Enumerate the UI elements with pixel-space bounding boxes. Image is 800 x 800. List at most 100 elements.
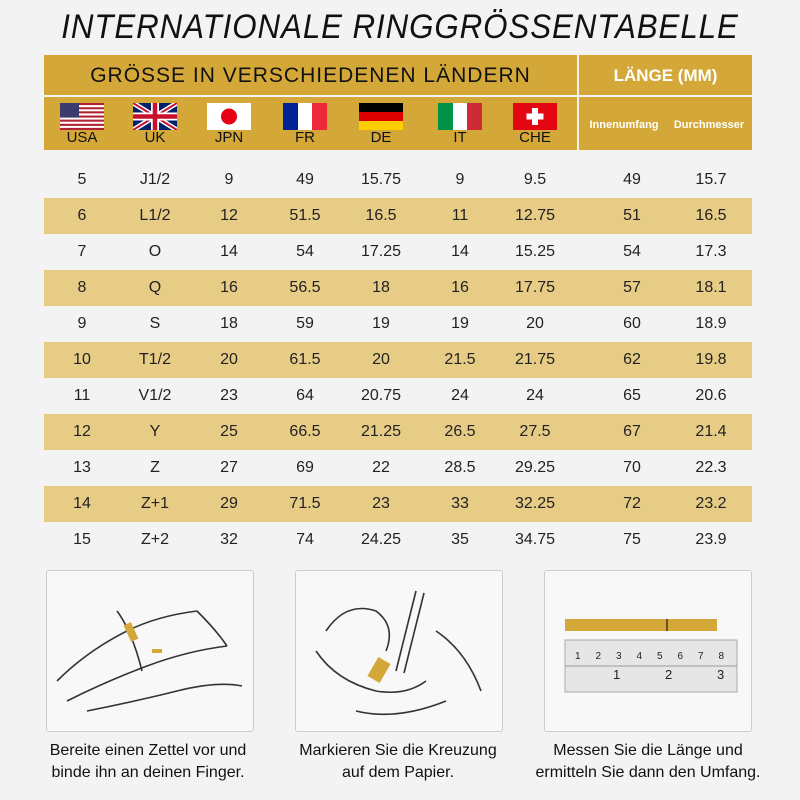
caption-line: ermitteln Sie dann den Umfang. (535, 764, 761, 781)
step-2-illustration (295, 570, 503, 732)
cell-che: 21.75 (514, 351, 556, 368)
ruler-tick-label: 8 (719, 651, 725, 662)
cell-uk: V1/2 (138, 387, 172, 404)
cell-uk: O (148, 243, 162, 260)
cell-it: 33 (451, 495, 469, 512)
cell-circumference: 51 (623, 207, 641, 224)
cell-de: 21.25 (360, 423, 402, 440)
ruler-tick-label: 7 (698, 651, 704, 662)
ruler-tick-label: 3 (717, 667, 724, 682)
cell-circumference: 60 (623, 315, 641, 332)
divider (577, 55, 579, 150)
cell-jpn: 14 (220, 243, 238, 260)
cell-jpn: 18 (220, 315, 238, 332)
uk-flag-icon (133, 103, 177, 130)
cell-de: 15.75 (360, 171, 402, 188)
cell-fr: 64 (296, 387, 314, 404)
caption-line: binde ihn an deinen Finger. (51, 764, 245, 781)
ruler-tick-label: 1 (575, 651, 581, 662)
country-label: UK (144, 129, 166, 146)
cell-fr: 54 (296, 243, 314, 260)
cell-fr: 49 (296, 171, 314, 188)
cell-de: 22 (372, 459, 390, 476)
ruler-tick-label: 2 (596, 651, 602, 662)
cell-uk: Y (149, 423, 161, 440)
cell-jpn: 25 (220, 423, 238, 440)
ruler-tick-label: 4 (637, 651, 643, 662)
country-label: USA (66, 129, 98, 146)
cell-usa: 6 (77, 207, 87, 224)
germany-flag-icon (359, 103, 403, 130)
cell-che: 32.25 (514, 495, 556, 512)
cell-de: 24.25 (360, 531, 402, 548)
column-label-circumference: Innenumfang (589, 119, 659, 131)
cell-de: 19 (372, 315, 390, 332)
table-row: 12 Y 25 66.5 21.25 26.5 27.5 67 21.4 (44, 414, 752, 450)
cell-usa: 5 (77, 171, 87, 188)
cell-it: 26.5 (444, 423, 476, 440)
cell-fr: 74 (296, 531, 314, 548)
cell-che: 29.25 (514, 459, 556, 476)
cell-it: 24 (451, 387, 469, 404)
cell-uk: J1/2 (139, 171, 171, 188)
table-row: 8 Q 16 56.5 18 16 17.75 57 18.1 (44, 270, 752, 306)
cell-fr: 66.5 (289, 423, 321, 440)
ruler-tick-label: 6 (678, 651, 684, 662)
table-header: GRÖSSE IN VERSCHIEDENEN LÄNDERN LÄNGE (M… (44, 55, 752, 150)
cell-jpn: 29 (220, 495, 238, 512)
table-row: 10 T1/2 20 61.5 20 21.5 21.75 62 19.8 (44, 342, 752, 378)
japan-flag-icon (207, 103, 251, 130)
cell-fr: 56.5 (289, 279, 321, 296)
cell-usa: 8 (77, 279, 87, 296)
cell-uk: S (149, 315, 161, 332)
cell-che: 17.75 (514, 279, 556, 296)
country-label: IT (453, 129, 467, 146)
cell-che: 27.5 (519, 423, 551, 440)
cell-circumference: 57 (623, 279, 641, 296)
cell-circumference: 75 (623, 531, 641, 548)
cell-it: 14 (451, 243, 469, 260)
cell-che: 24 (526, 387, 544, 404)
cell-circumference: 65 (623, 387, 641, 404)
cell-diameter: 20.6 (695, 387, 727, 404)
cell-jpn: 27 (220, 459, 238, 476)
ruler-tick-label: 2 (665, 667, 672, 682)
step-2-caption: Markieren Sie die Kreuzung auf dem Papier… (268, 740, 528, 784)
table-row: 9 S 18 59 19 19 20 60 18.9 (44, 306, 752, 342)
cell-de: 23 (372, 495, 390, 512)
cell-usa: 7 (77, 243, 87, 260)
cell-uk: L1/2 (139, 207, 171, 224)
cell-it: 11 (451, 207, 469, 224)
cell-che: 9.5 (523, 171, 547, 188)
country-label: DE (370, 129, 392, 146)
cell-it: 28.5 (444, 459, 476, 476)
cell-uk: Z+1 (140, 495, 170, 512)
cell-usa: 13 (73, 459, 91, 476)
cell-circumference: 49 (623, 171, 641, 188)
divider (44, 95, 752, 97)
cell-diameter: 23.2 (695, 495, 727, 512)
cell-uk: Z (150, 459, 160, 476)
cell-diameter: 16.5 (695, 207, 727, 224)
cell-de: 20 (372, 351, 390, 368)
step-3-caption: Messen Sie die Länge und ermitteln Sie da… (518, 740, 778, 784)
cell-it: 9 (455, 171, 465, 188)
table-row: 11 V1/2 23 64 20.75 24 24 65 20.6 (44, 378, 752, 414)
cell-fr: 69 (296, 459, 314, 476)
length-heading: LÄNGE (MM) (613, 66, 718, 85)
italy-flag-icon (438, 103, 482, 130)
cell-circumference: 67 (623, 423, 641, 440)
country-label: CHE (519, 129, 551, 146)
cell-it: 21.5 (444, 351, 476, 368)
marking-pen-icon (315, 590, 482, 716)
cell-circumference: 70 (623, 459, 641, 476)
cell-che: 34.75 (514, 531, 556, 548)
cell-jpn: 23 (220, 387, 238, 404)
countries-heading: GRÖSSE IN VERSCHIEDENEN LÄNDERN (90, 64, 531, 87)
caption-line: Bereite einen Zettel vor und (49, 742, 247, 759)
hand-with-paper-icon (56, 610, 243, 712)
cell-fr: 71.5 (289, 495, 321, 512)
ruler-icon: 1 2 3 4 5 6 7 81 2 3 (564, 619, 738, 693)
cell-jpn: 9 (224, 171, 234, 188)
